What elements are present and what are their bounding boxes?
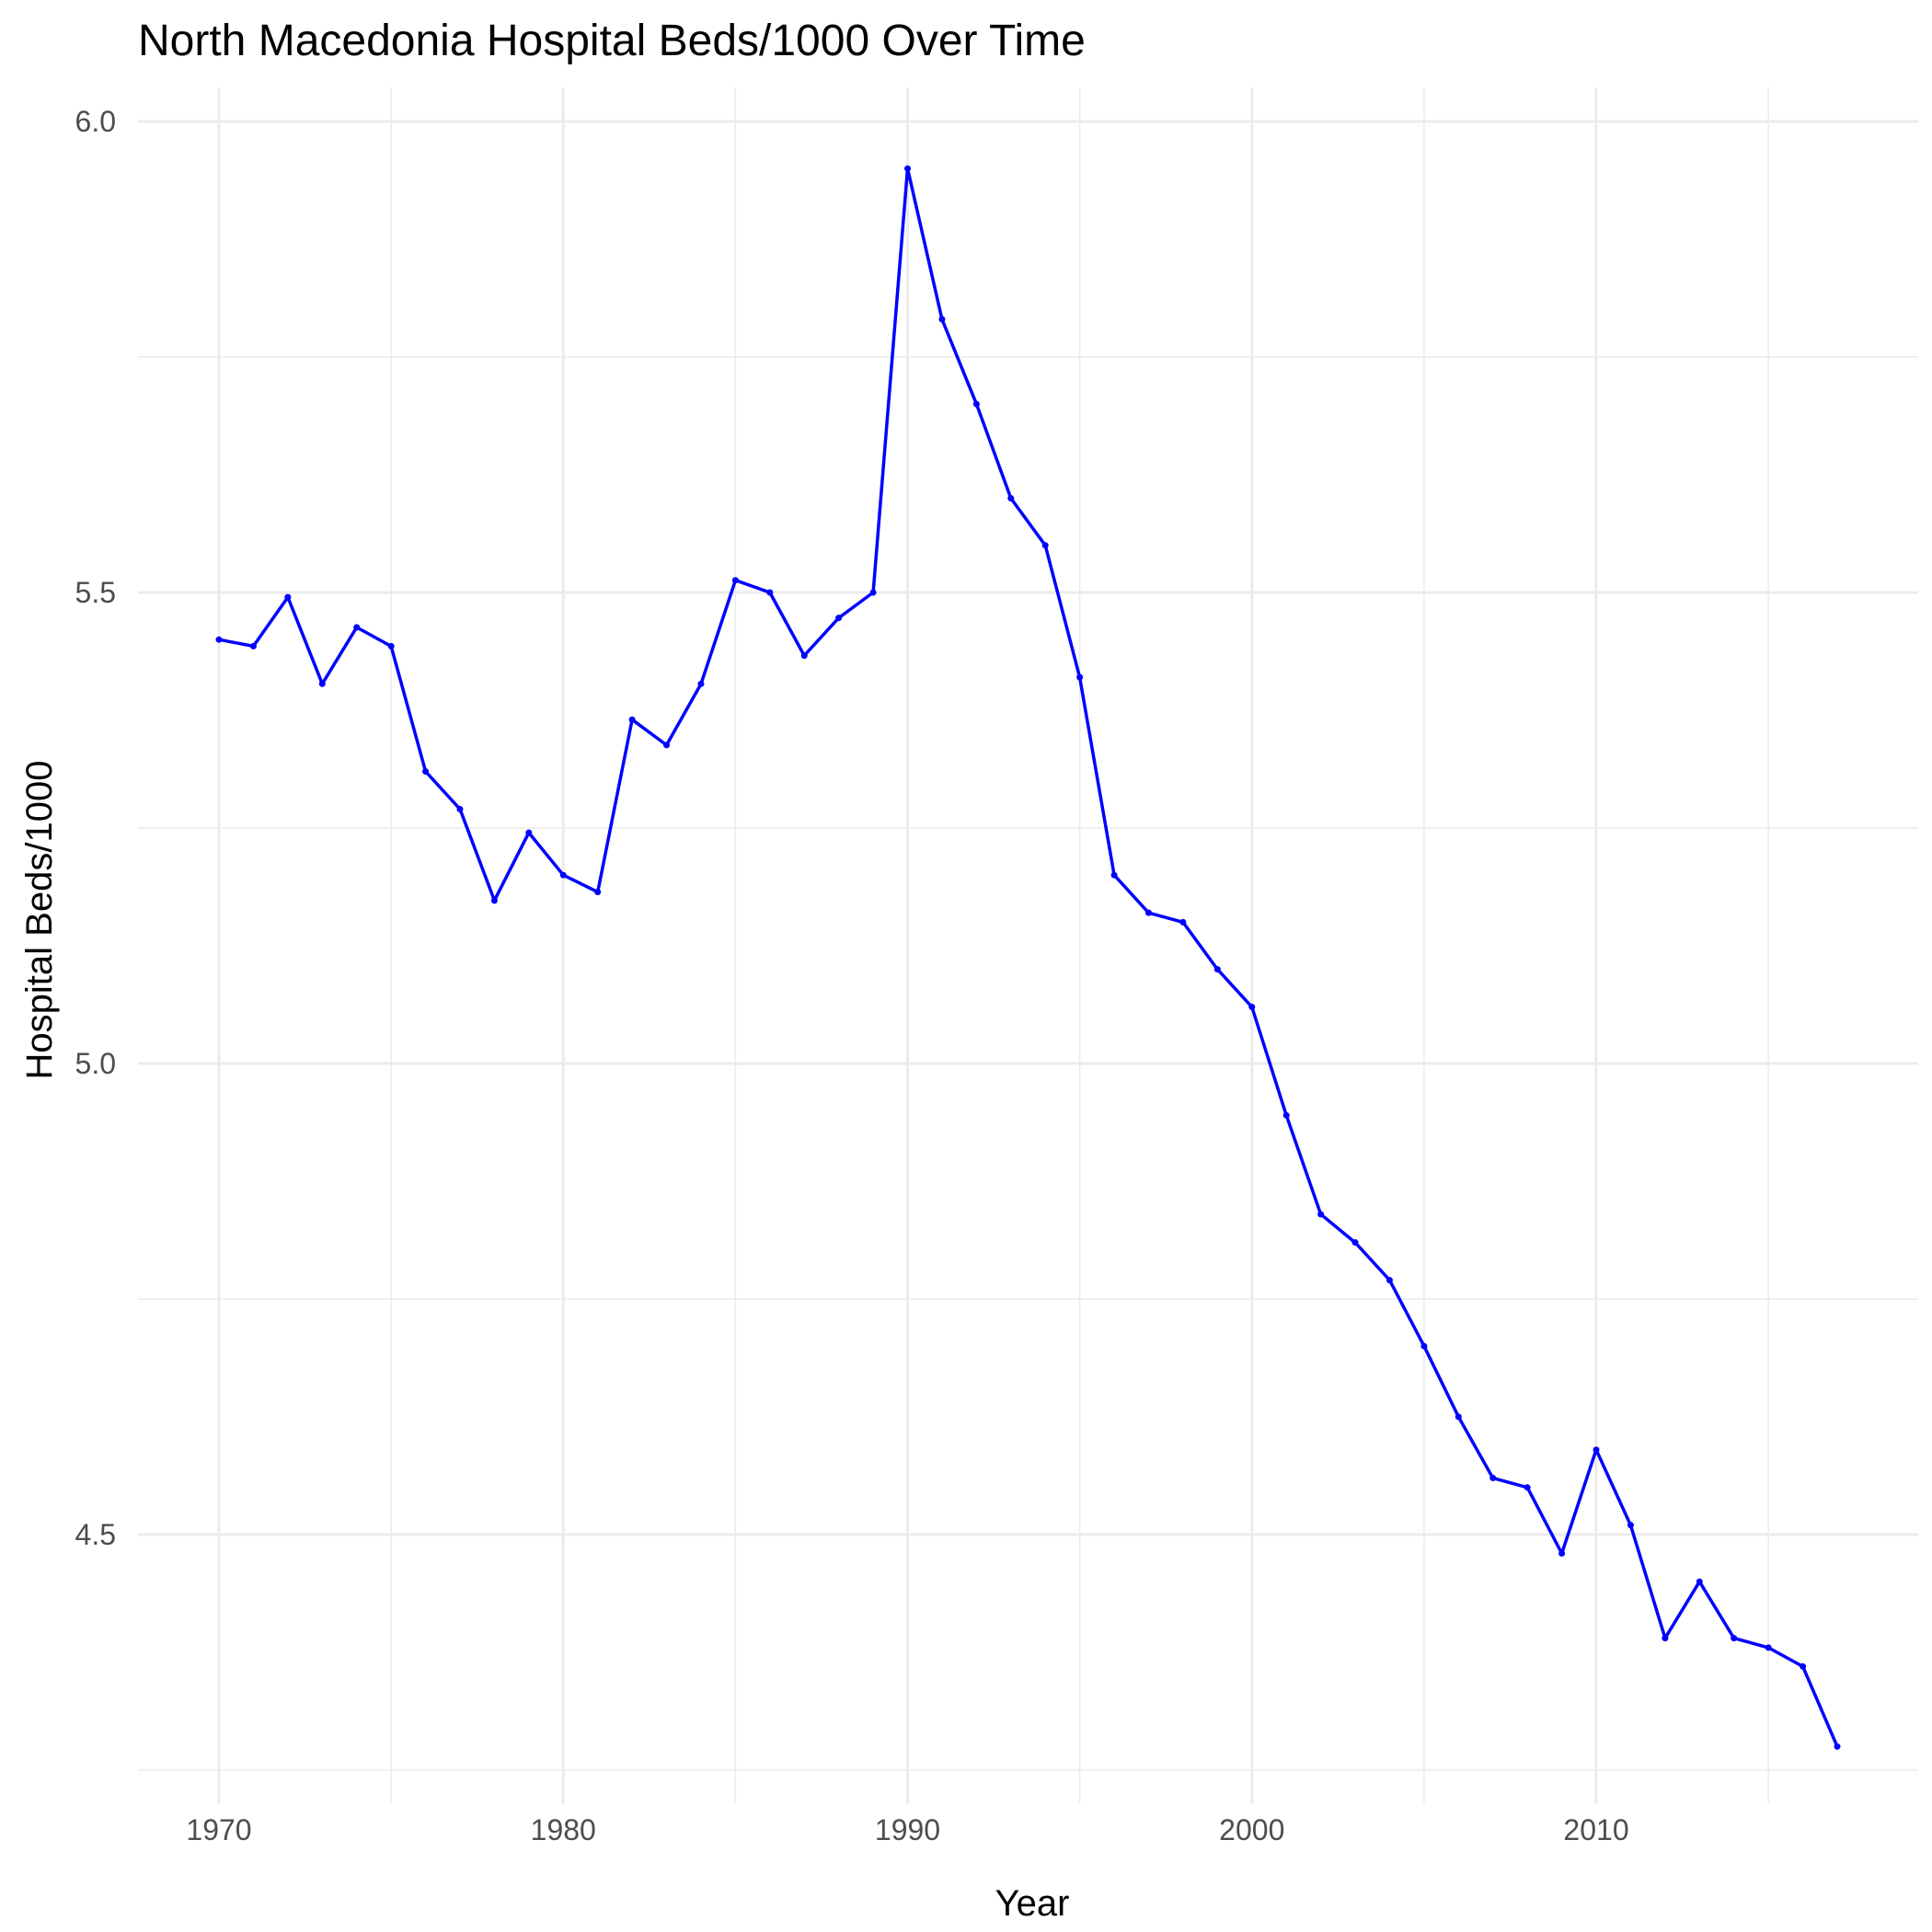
data-point bbox=[249, 642, 257, 650]
x-axis-tick-labels: 1970 1980 1990 2000 2010 bbox=[186, 1813, 1628, 1846]
data-point bbox=[628, 716, 636, 723]
y-tick-label: 5.0 bbox=[75, 1047, 116, 1080]
y-axis-tick-labels: 4.5 5.0 5.5 6.0 bbox=[75, 105, 116, 1551]
chart-title: North Macedonia Hospital Beds/1000 Over … bbox=[138, 17, 1086, 65]
x-tick-label: 2000 bbox=[1219, 1813, 1284, 1846]
data-point bbox=[1662, 1635, 1669, 1642]
data-point bbox=[490, 897, 498, 904]
data-point bbox=[800, 652, 808, 660]
data-point bbox=[1834, 1742, 1841, 1750]
major-gridlines bbox=[138, 87, 1918, 1803]
data-point bbox=[972, 400, 980, 408]
y-tick-label: 4.5 bbox=[75, 1518, 116, 1551]
data-point bbox=[1351, 1239, 1359, 1247]
data-point bbox=[353, 624, 361, 631]
x-axis-title: Year bbox=[995, 1883, 1070, 1924]
x-tick-label: 1990 bbox=[875, 1813, 940, 1846]
data-point bbox=[1041, 542, 1049, 549]
series-line bbox=[218, 167, 1839, 1748]
data-point bbox=[904, 165, 912, 172]
data-point bbox=[422, 768, 430, 776]
data-point bbox=[215, 636, 223, 643]
data-point bbox=[1627, 1522, 1634, 1529]
data-point bbox=[1731, 1635, 1738, 1642]
data-point bbox=[1765, 1644, 1772, 1651]
x-tick-label: 1980 bbox=[531, 1813, 596, 1846]
data-point bbox=[731, 577, 739, 584]
y-tick-label: 6.0 bbox=[75, 105, 116, 138]
data-point bbox=[1007, 495, 1015, 502]
data-point bbox=[938, 316, 946, 323]
y-axis-title: Hospital Beds/1000 bbox=[19, 761, 60, 1080]
data-point bbox=[869, 589, 877, 596]
data-point bbox=[594, 889, 602, 896]
data-point bbox=[1558, 1549, 1566, 1557]
data-point bbox=[1179, 918, 1187, 926]
data-point bbox=[559, 871, 567, 879]
data-point bbox=[1076, 673, 1084, 681]
data-point bbox=[1524, 1484, 1531, 1491]
data-series bbox=[215, 165, 1841, 1750]
data-point bbox=[1213, 966, 1221, 973]
data-point bbox=[663, 742, 671, 749]
data-point bbox=[1455, 1413, 1462, 1420]
data-point bbox=[1489, 1475, 1497, 1482]
data-point bbox=[1144, 909, 1152, 916]
x-tick-label: 2010 bbox=[1563, 1813, 1628, 1846]
data-point bbox=[1420, 1342, 1428, 1350]
data-point bbox=[697, 680, 705, 687]
data-point bbox=[1248, 1004, 1256, 1011]
data-point bbox=[1696, 1578, 1703, 1585]
data-point bbox=[284, 593, 292, 601]
data-point bbox=[1110, 871, 1118, 879]
data-point bbox=[318, 680, 326, 687]
y-tick-label: 5.5 bbox=[75, 576, 116, 609]
data-point bbox=[525, 829, 533, 836]
x-tick-label: 1970 bbox=[186, 1813, 251, 1846]
minor-gridlines bbox=[138, 87, 1918, 1803]
data-point bbox=[1386, 1277, 1393, 1284]
data-point bbox=[1593, 1446, 1600, 1454]
data-point bbox=[387, 642, 395, 650]
data-point bbox=[456, 806, 464, 813]
data-point bbox=[1282, 1111, 1290, 1119]
data-point bbox=[1317, 1211, 1325, 1218]
data-point bbox=[766, 589, 774, 596]
data-point bbox=[1800, 1662, 1807, 1670]
data-point bbox=[835, 615, 843, 622]
